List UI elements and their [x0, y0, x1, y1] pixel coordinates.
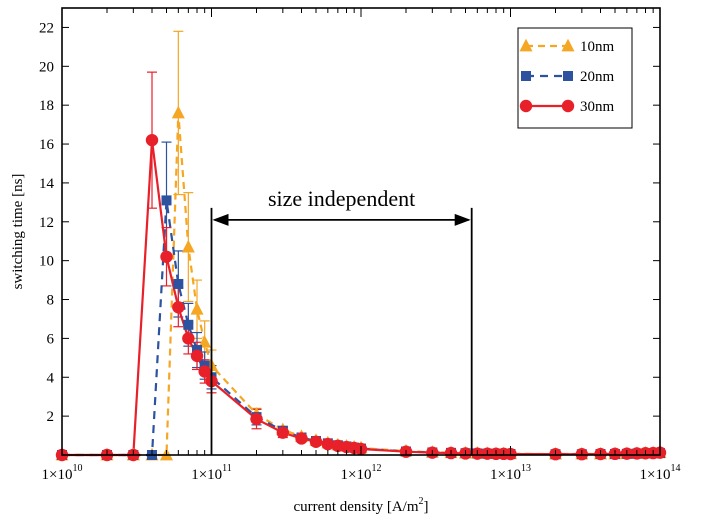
legend[interactable]: 10nm 20nm 30nm — [517, 27, 633, 129]
legend-marker-30nm — [561, 99, 575, 113]
legend-label-30nm: 30nm — [580, 99, 615, 115]
y-tick-label: 10 — [39, 254, 54, 270]
data-point-30nm — [198, 365, 211, 378]
legend-marker-20nm — [521, 71, 531, 81]
data-point-10nm — [171, 105, 185, 119]
data-point-30nm — [172, 301, 185, 314]
size-independent-annotation: size independent — [210, 186, 473, 455]
y-tick-label: 14 — [39, 176, 55, 192]
y-tick-label: 2 — [47, 409, 55, 425]
data-point-20nm — [161, 195, 172, 206]
y-tick-label: 6 — [47, 331, 55, 347]
x-tick-label: 1×1014 — [640, 463, 681, 483]
legend-box — [517, 27, 633, 129]
data-point-10nm — [198, 335, 212, 348]
legend-marker-20nm — [563, 71, 573, 81]
x-tick-label: 1×1011 — [191, 463, 232, 483]
x-tick-label: 1×1012 — [341, 463, 382, 483]
y-axis-label: switching time [ns] — [10, 174, 26, 290]
data-point-10nm — [181, 239, 195, 253]
x-axis-label: current density [A/m2] — [294, 496, 429, 515]
annotation-label: size independent — [268, 186, 415, 211]
x-tick-label: 1×1010 — [42, 463, 83, 483]
legend-label-10nm: 10nm — [580, 39, 615, 55]
y-tick-label: 18 — [39, 98, 54, 114]
y-tick-label: 16 — [39, 137, 55, 153]
legend-marker-30nm — [519, 99, 533, 113]
legend-marker-10nm — [519, 38, 533, 52]
data-point-30nm — [160, 250, 173, 263]
data-point-20nm — [173, 278, 184, 289]
axis-ticks — [61, 8, 660, 455]
y-tick-label: 4 — [47, 370, 55, 386]
data-point-30nm — [190, 349, 204, 363]
data-point-30nm — [295, 432, 308, 445]
y-tick-label: 12 — [39, 215, 54, 231]
legend-label-20nm: 20nm — [580, 69, 615, 85]
data-point-10nm — [190, 302, 204, 315]
x-tick-label: 1×1013 — [490, 463, 531, 483]
annotation-arrowhead-right — [454, 213, 471, 226]
annotation-arrowhead-left — [212, 213, 229, 226]
series-line-20nm — [62, 199, 661, 457]
y-tick-label: 22 — [39, 20, 54, 36]
error-bars — [147, 30, 412, 453]
data-point-30nm — [276, 426, 290, 439]
data-point-30nm — [145, 133, 159, 147]
data-point-30nm — [309, 435, 323, 448]
data-point-30nm — [250, 412, 263, 426]
legend-marker-10nm — [561, 38, 575, 52]
y-tick-label: 8 — [47, 293, 55, 309]
tick-labels: 2 4 6 8 10 12 14 16 18 20 22 1×1010 1×1011 1×1012 1×10… — [39, 20, 680, 483]
y-tick-label: 20 — [39, 59, 54, 75]
series-markers — [55, 105, 667, 462]
data-point-30nm — [321, 437, 335, 451]
data-point-30nm — [182, 332, 195, 345]
data-point-20nm — [183, 319, 194, 330]
